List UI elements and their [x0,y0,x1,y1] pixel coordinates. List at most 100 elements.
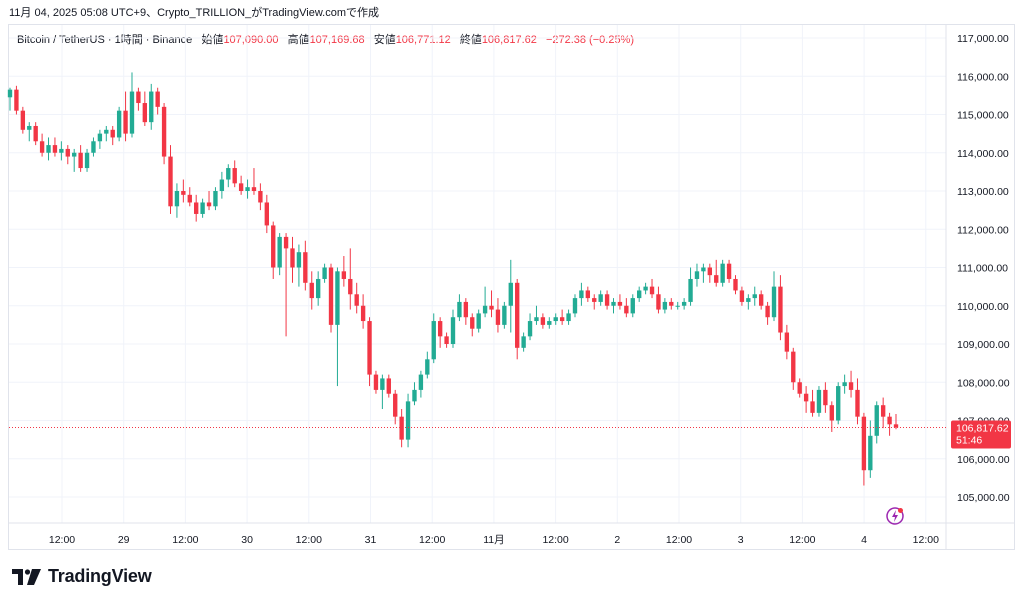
candle-body-up [771,286,777,318]
open-label: 始値 [201,34,224,46]
candle-body-down [791,351,796,383]
candle-body-down [251,187,257,191]
candle-body-down [733,278,738,291]
tradingview-logo[interactable]: TradingView [12,566,152,587]
candle-body-up [116,110,122,138]
candle-body-up [579,290,584,299]
x-tick-label: 12:00 [913,534,939,546]
candle-body-down [187,194,192,203]
candle-body-up [174,191,180,207]
candle-body-down [341,271,347,279]
candle-body-up [72,152,77,157]
candle-body-up [694,271,700,279]
candle-body-down [617,301,623,306]
candle-body-up [97,133,103,142]
candle-body-down [829,405,834,421]
y-tick-label: 111,000.00 [957,263,1008,275]
candle-body-down [592,298,597,302]
candle-body-down [123,110,128,134]
candle-body-down [861,416,867,471]
candle-body-down [470,317,475,329]
candle-body-down [707,267,712,276]
candle-body-down [880,405,886,417]
time-axis: 12:00 29 12:00 30 12:00 31 12:00 11月 12:00 2 12:00… [49,534,939,546]
candle-body-down [855,389,860,417]
candle-body-up [412,389,417,402]
candle-body-up [566,313,571,322]
change-value: −272.38 (−0.25%) [545,34,635,46]
candle-body-down [604,294,610,306]
candle-body-down [14,89,19,111]
candle-body-up [527,321,533,337]
candle-body-down [739,290,745,302]
candle-body-up [46,145,51,153]
candle-body-up [502,305,507,325]
candle-body-down [328,267,334,325]
candle-body-down [367,321,372,375]
candle-body-down [778,286,783,333]
candle-body-up [662,301,668,310]
candle-body-up [425,359,430,375]
y-tick-label: 105,000.00 [957,492,1010,504]
candle-body-up [675,305,680,307]
x-tick-label: 3 [738,534,744,546]
candle-body-down [669,301,674,306]
candle-body-up [874,405,879,436]
candle-body-down [444,336,449,344]
candle-body-down [373,374,379,390]
y-tick-label: 114,000.00 [957,148,1009,160]
candle-body-up [226,168,231,180]
y-tick-label: 106,000.00 [957,454,1010,466]
candle-body-down [540,317,546,325]
y-tick-label: 113,000.00 [957,186,1009,198]
y-tick-label: 115,000.00 [957,110,1009,122]
candle-body-up [457,301,462,318]
low-value: 106,771.12 [395,34,451,46]
candle-body-up [476,313,481,329]
candle-body-up [91,141,96,153]
candle-body-up [213,191,218,207]
candle-body-down [258,191,263,203]
price-axis: 117,000.00 116,000.00 115,000.00 114,000.00… [957,33,1010,504]
candle-body-down [168,156,173,207]
candle-body-up [450,317,456,344]
candle-body-up [868,435,873,471]
candle-body-up [508,282,513,306]
candle-body-down [495,309,501,325]
candle-body-up [688,278,693,302]
candle-body-down [797,382,802,394]
candle-body-down [649,286,655,295]
candle-body-up [380,378,385,390]
x-tick-label: 12:00 [419,534,445,546]
candle-body-up [521,336,526,348]
x-tick-label: 30 [241,534,253,546]
candle-body-down [264,202,269,226]
candle-body-up [701,267,706,272]
candle-body-down [386,378,391,394]
x-tick-label: 12:00 [666,534,692,546]
candle-body-up [27,125,32,130]
candlestick-chart[interactable]: 117,000.00 116,000.00 115,000.00 114,000.00… [0,0,1024,560]
low-label: 安値 [373,34,396,46]
candle-body-down [348,278,353,295]
candle-body-down [136,91,141,104]
candle-body-up [418,374,424,390]
logo-wordmark: TradingView [48,566,152,586]
candle-body-down [142,103,148,123]
x-tick-label: 11月 [483,534,504,546]
x-tick-label: 12:00 [296,534,322,546]
candle-body-up [200,202,205,214]
candle-body-up [637,290,642,299]
lightning-alert-icon[interactable] [885,506,905,531]
symbol-name[interactable]: Bitcoin / TetherUS · 1時間 · Binance [17,34,193,46]
candle-body-down [354,294,359,306]
candle-body-down [585,290,591,299]
candle-body-up [746,298,751,302]
candle-body-down [78,152,83,169]
chart-snapshot-header: 11月 04, 2025 05:08 UTC+9、Crypto_TRILLION… [9,7,379,19]
x-tick-label: 12:00 [172,534,198,546]
candle-body-down [110,129,115,138]
candle-body-down [194,202,199,214]
open-value: 107,090.00 [223,34,279,46]
candle-body-up [84,152,90,169]
